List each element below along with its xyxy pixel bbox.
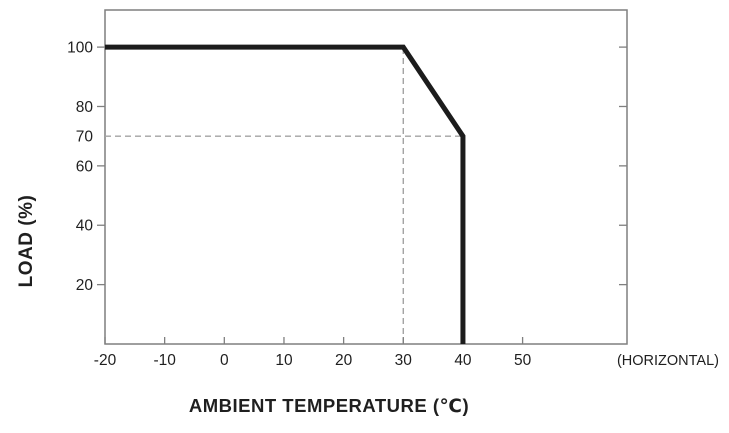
x-tick-label: 10 <box>275 352 293 369</box>
x-tick-label: 40 <box>454 352 472 369</box>
plot-border <box>104 9 628 345</box>
x-axis-title: AMBIENT TEMPERATURE (℃) <box>188 395 470 416</box>
x-tick-label: -10 <box>153 352 176 369</box>
y-tick-label: 40 <box>76 218 94 235</box>
y-tick-label: 60 <box>76 158 94 175</box>
y-axis-title: LOAD (%) <box>16 194 37 288</box>
x-tick-label: 50 <box>514 352 532 369</box>
y-tick-label: 20 <box>76 277 94 294</box>
x-tick-label: -20 <box>94 352 117 369</box>
y-tick-label: 80 <box>76 99 94 116</box>
x-tick-label: 0 <box>220 352 229 369</box>
x-tick-label: 20 <box>335 352 353 369</box>
horizontal-annotation: (HORIZONTAL) <box>617 353 719 369</box>
y-tick-label: 100 <box>67 40 93 57</box>
y-tick-label: 70 <box>76 129 94 146</box>
x-tick-label: 30 <box>395 352 413 369</box>
derating-curve-line <box>105 44 466 344</box>
